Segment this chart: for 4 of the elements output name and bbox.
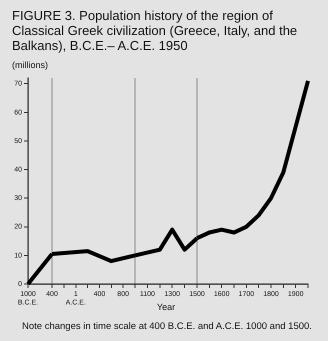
- y-axis-title: (millions): [12, 60, 48, 70]
- text: FIGURE 3. Population history of the region of Classical Greek civilization (Greece, Italy, and the Balkans), B.C.E.– A.C.E. 1950: [12, 8, 298, 53]
- text: Note changes in time scale at 400 B.C.E. and A.C.E. 1000 and 1500.: [22, 321, 312, 332]
- x-axis-title: Year: [156, 302, 176, 312]
